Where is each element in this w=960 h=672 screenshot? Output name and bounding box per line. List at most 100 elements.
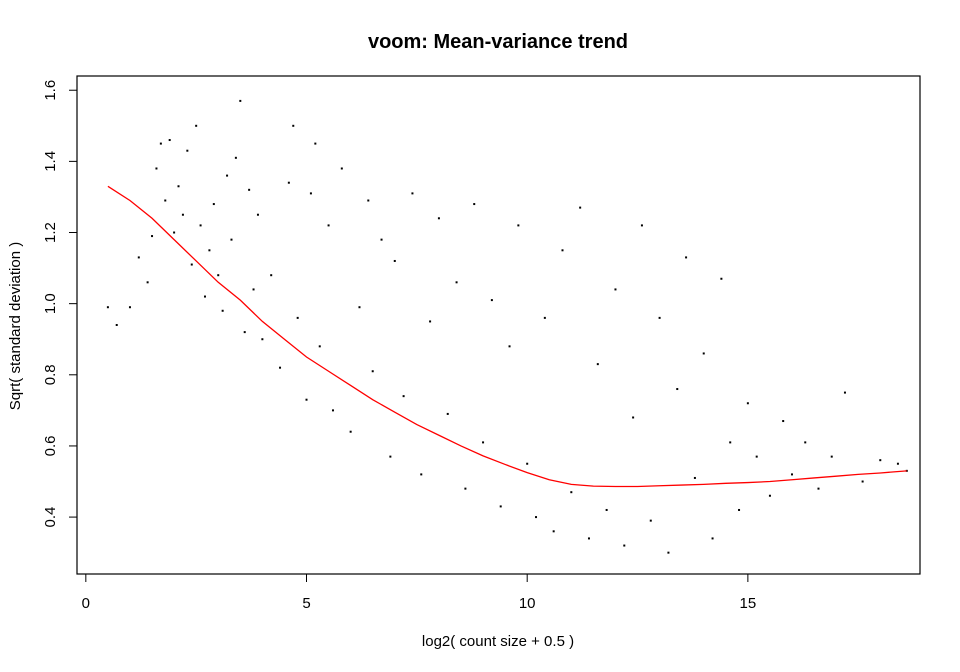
scatter-point bbox=[186, 149, 189, 152]
scatter-point bbox=[535, 516, 538, 519]
scatter-point bbox=[861, 480, 864, 483]
y-tick-label: 1.0 bbox=[42, 293, 59, 314]
scatter-point bbox=[261, 338, 264, 341]
scatter-point bbox=[579, 206, 582, 209]
scatter-point bbox=[702, 352, 705, 355]
scatter-point bbox=[151, 235, 154, 238]
x-axis: 0 5 10 15 bbox=[82, 573, 757, 612]
scatter-point bbox=[711, 537, 714, 540]
scatter-point bbox=[649, 519, 652, 522]
scatter-point bbox=[331, 409, 334, 412]
scatter-point bbox=[896, 462, 899, 465]
points-layer bbox=[106, 99, 908, 554]
scatter-point bbox=[720, 277, 723, 280]
x-tick-label: 5 bbox=[302, 595, 310, 612]
scatter-point bbox=[292, 124, 295, 127]
scatter-point bbox=[248, 188, 251, 191]
scatter-point bbox=[252, 288, 255, 291]
scatter-point bbox=[658, 316, 661, 319]
scatter-point bbox=[420, 473, 423, 476]
scatter-point bbox=[570, 491, 573, 494]
scatter-point bbox=[287, 181, 290, 184]
scatter-point bbox=[768, 494, 771, 497]
scatter-point bbox=[791, 473, 794, 476]
y-axis-label: Sqrt( standard deviation ) bbox=[7, 242, 24, 410]
scatter-point bbox=[159, 142, 162, 145]
scatter-point bbox=[327, 224, 330, 227]
scatter-point bbox=[380, 238, 383, 241]
scatter-point bbox=[755, 455, 758, 458]
trend-line bbox=[107, 185, 907, 488]
x-tick-label: 15 bbox=[740, 595, 757, 612]
scatter-point bbox=[208, 249, 211, 252]
y-tick-label: 1.6 bbox=[42, 80, 59, 101]
y-tick-label: 0.4 bbox=[42, 507, 59, 528]
scatter-point bbox=[314, 142, 317, 145]
scatter-point bbox=[830, 455, 833, 458]
scatter-point bbox=[155, 167, 158, 170]
scatter-point bbox=[221, 309, 224, 312]
scatter-point bbox=[318, 345, 321, 348]
scatter-point bbox=[517, 224, 520, 227]
scatter-point bbox=[371, 370, 374, 373]
scatter-point bbox=[614, 288, 617, 291]
scatter-point bbox=[212, 203, 215, 206]
scatter-point bbox=[526, 462, 529, 465]
scatter-point bbox=[393, 259, 396, 262]
scatter-point bbox=[817, 487, 820, 490]
scatter-point bbox=[279, 366, 282, 369]
scatter-point bbox=[429, 320, 432, 323]
y-tick-label: 1.4 bbox=[42, 151, 59, 172]
scatter-point bbox=[177, 185, 180, 188]
scatter-point bbox=[239, 99, 242, 102]
scatter-point bbox=[137, 256, 140, 259]
scatter-point bbox=[389, 455, 392, 458]
scatter-point bbox=[640, 224, 643, 227]
scatter-point bbox=[587, 537, 590, 540]
scatter-point bbox=[473, 203, 476, 206]
scatter-point bbox=[190, 263, 193, 266]
chart-title: voom: Mean-variance trend bbox=[368, 31, 628, 53]
scatter-point bbox=[367, 199, 370, 202]
scatter-point bbox=[667, 551, 670, 554]
scatter-point bbox=[349, 430, 352, 433]
scatter-point bbox=[217, 274, 220, 277]
scatter-point bbox=[199, 224, 202, 227]
scatter-point bbox=[296, 316, 299, 319]
scatter-point bbox=[243, 331, 246, 334]
scatter-point bbox=[181, 213, 184, 216]
scatter-point bbox=[552, 530, 555, 533]
y-tick-label: 0.6 bbox=[42, 436, 59, 457]
plot-frame bbox=[76, 75, 921, 575]
scatter-point bbox=[128, 306, 131, 309]
scatter-point bbox=[411, 192, 414, 195]
scatter-point bbox=[270, 274, 273, 277]
scatter-point bbox=[632, 416, 635, 419]
scatter-point bbox=[168, 139, 171, 142]
scatter-point bbox=[508, 345, 511, 348]
scatter-point bbox=[490, 299, 493, 302]
y-tick-label: 1.2 bbox=[42, 222, 59, 243]
scatter-point bbox=[402, 395, 405, 398]
scatter-point bbox=[203, 295, 206, 298]
scatter-point bbox=[685, 256, 688, 259]
scatter-point bbox=[164, 199, 167, 202]
scatter-point bbox=[256, 213, 259, 216]
scatter-point bbox=[693, 476, 696, 479]
scatter-point bbox=[605, 508, 608, 511]
scatter-point bbox=[305, 398, 308, 401]
scatter-point bbox=[146, 281, 149, 284]
x-tick-label: 10 bbox=[519, 595, 536, 612]
scatter-point bbox=[596, 363, 599, 366]
y-tick-label: 0.8 bbox=[42, 364, 59, 385]
scatter-point bbox=[446, 412, 449, 415]
y-axis: 0.4 0.6 0.8 1.0 1.2 1.4 1.6 bbox=[42, 80, 78, 528]
scatter-point bbox=[843, 391, 846, 394]
scatter-point bbox=[738, 508, 741, 511]
scatter-point bbox=[195, 124, 198, 127]
scatter-point bbox=[173, 231, 176, 234]
scatter-point bbox=[746, 402, 749, 405]
scatter-point bbox=[543, 316, 546, 319]
